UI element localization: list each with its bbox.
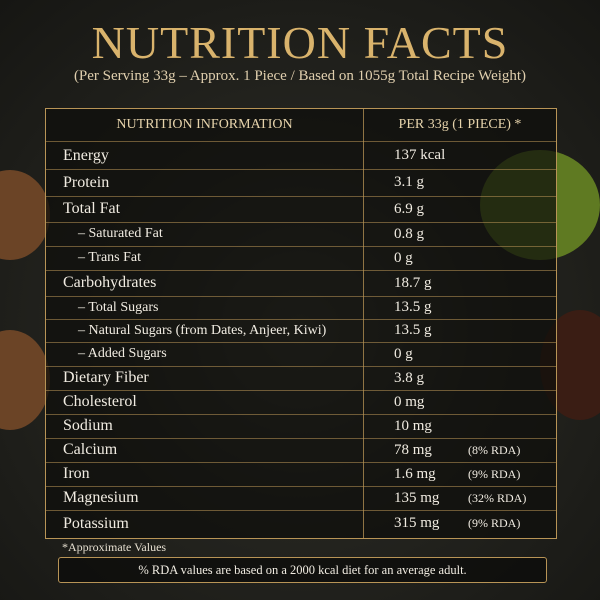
- title: NUTRITION FACTS: [91, 17, 509, 68]
- nutrient-label: Energy: [63, 147, 109, 164]
- sub-nutrient-label: – Natural Sugars (from Dates, Anjeer, Ki…: [78, 323, 327, 338]
- nutrient-label: Carbohydrates: [63, 274, 157, 291]
- nutrient-value: 137 kcal: [394, 147, 446, 163]
- column-header: PER 33g (1 PIECE) *: [398, 117, 522, 132]
- nutrient-value: 10 mg: [394, 418, 432, 434]
- nutrient-label: Cholesterol: [63, 393, 137, 410]
- nutrient-value: 1.6 mg: [394, 466, 436, 482]
- row-separator: [46, 390, 556, 391]
- nutrient-value: 0 g: [394, 346, 413, 362]
- sub-nutrient-label: – Total Sugars: [78, 300, 159, 315]
- nutrient-label: Sodium: [63, 417, 113, 434]
- sub-nutrient-label: – Added Sugars: [78, 346, 167, 361]
- column-divider: [363, 109, 364, 538]
- nutrient-label: Calcium: [63, 441, 118, 458]
- subtitle: (Per Serving 33g – Approx. 1 Piece / Bas…: [73, 68, 527, 84]
- nutrient-value: 3.8 g: [394, 370, 424, 386]
- nutrient-value: 3.1 g: [394, 174, 424, 190]
- rda-value: (9% RDA): [468, 516, 521, 530]
- nutrient-label: Dietary Fiber: [63, 369, 149, 386]
- almond-decor: [0, 330, 50, 430]
- row-separator: [46, 414, 556, 415]
- nutrient-value: 0 g: [394, 250, 413, 266]
- row-separator: [46, 342, 556, 343]
- row-separator: [46, 196, 556, 197]
- row-separator: [46, 510, 556, 511]
- row-separator: [46, 169, 556, 170]
- nutrient-value: 135 mg: [394, 490, 440, 506]
- row-separator: [46, 438, 556, 439]
- nutrient-value: 0.8 g: [394, 226, 424, 242]
- sub-nutrient-label: – Saturated Fat: [78, 226, 163, 241]
- row-separator: [46, 366, 556, 367]
- row-separator: [46, 141, 556, 142]
- nutrient-label: Protein: [63, 174, 110, 191]
- row-separator: [46, 462, 556, 463]
- nutrient-label: Total Fat: [63, 200, 121, 217]
- row-separator: [46, 296, 556, 297]
- rda-value: (8% RDA): [468, 443, 521, 457]
- nutrient-value: 18.7 g: [394, 275, 432, 291]
- row-separator: [46, 246, 556, 247]
- nutrient-label: Iron: [63, 465, 90, 482]
- row-separator: [46, 486, 556, 487]
- footnote: *Approximate Values: [62, 540, 167, 554]
- rda-value: (9% RDA): [468, 467, 521, 481]
- almond-decor: [0, 170, 50, 260]
- nutrient-label: Magnesium: [63, 489, 139, 506]
- row-separator: [46, 319, 556, 320]
- rda-value: (32% RDA): [468, 491, 527, 505]
- nutrient-value: 13.5 g: [394, 322, 432, 338]
- rda-note: % RDA values are based on a 2000 kcal di…: [58, 557, 547, 583]
- nutrient-value: 0 mg: [394, 394, 425, 410]
- sub-nutrient-label: – Trans Fat: [78, 250, 142, 265]
- nutrient-value: 78 mg: [394, 442, 432, 458]
- nutrient-value: 6.9 g: [394, 201, 424, 217]
- nutrient-value: 315 mg: [394, 515, 440, 531]
- nutrient-label: Potassium: [63, 515, 129, 532]
- row-separator: [46, 222, 556, 223]
- column-header: NUTRITION INFORMATION: [116, 117, 293, 132]
- nutrient-value: 13.5 g: [394, 299, 432, 315]
- row-separator: [46, 270, 556, 271]
- nutrition-table: NUTRITION INFORMATION PER 33g (1 PIECE) …: [45, 108, 557, 539]
